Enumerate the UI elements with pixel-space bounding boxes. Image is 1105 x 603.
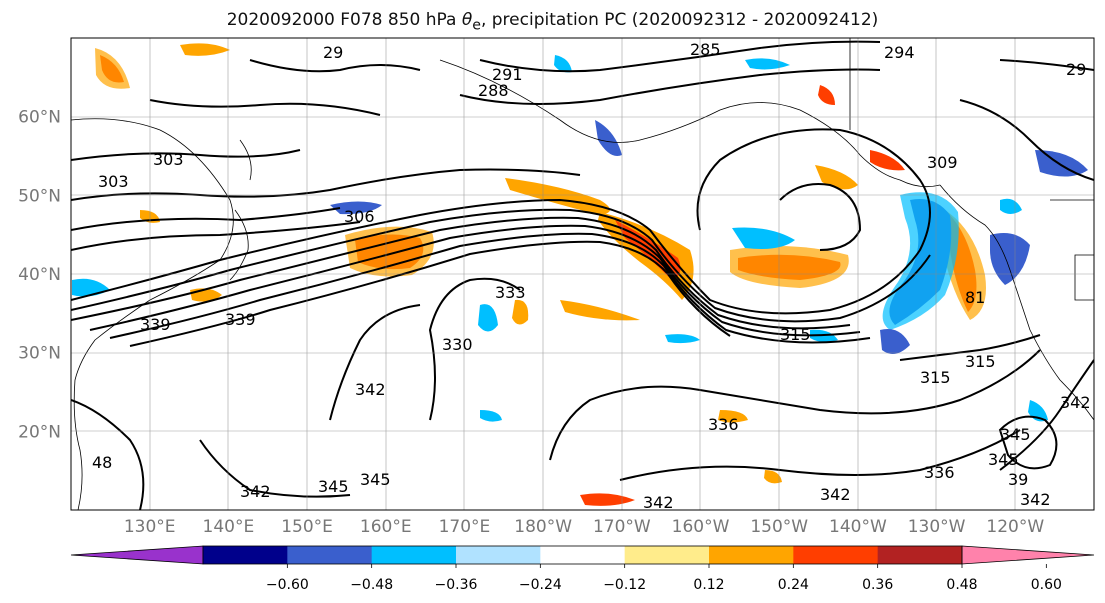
contour-label: 345 [360, 470, 391, 489]
colorbar-border [202, 545, 963, 565]
contour-label: 81 [965, 288, 985, 307]
latitude-label: 20°N [18, 422, 61, 442]
contour-label: 48 [92, 453, 112, 472]
colorbar-tick-label: 0.48 [946, 577, 977, 593]
contour-label: 315 [965, 352, 996, 371]
longitude-label: 140°E [203, 517, 255, 537]
contour-label: 288 [478, 81, 509, 100]
contour-label: 333 [495, 283, 526, 302]
map-plot-area: 29 285 291 288 294 29 303 303 306 309 31… [71, 38, 1094, 512]
colorbar-tick-label: 0.24 [778, 577, 809, 593]
latitude-label: 60°N [18, 108, 61, 128]
latitude-labels: 60°N 50°N 40°N 30°N 20°N [18, 108, 61, 443]
colorbar-tick-label: −0.12 [603, 577, 646, 593]
contour-label: 345 [318, 477, 349, 496]
contour-label: 285 [690, 40, 721, 59]
colorbar-tick-label: 0.12 [693, 577, 724, 593]
map-frame [70, 37, 1095, 511]
contour-label: 315 [780, 325, 811, 344]
colorbar-segment [203, 546, 288, 564]
contour-label: 342 [1060, 393, 1091, 412]
longitude-label: 140°W [829, 517, 887, 537]
contour-label: 339 [225, 310, 256, 329]
colorbar-tick-label: −0.60 [266, 577, 309, 593]
contour-label: 342 [1020, 490, 1051, 509]
contour-label: 336 [924, 463, 955, 482]
latitude-label: 50°N [18, 186, 61, 206]
longitude-label: 160°W [672, 517, 730, 537]
contour-label: 345 [1000, 425, 1031, 444]
longitude-label: 130°E [124, 517, 176, 537]
coastlines [71, 38, 1094, 510]
colorbar-segment [371, 546, 457, 564]
longitude-labels: 130°E 140°E 150°E 160°E 170°E 180°W 170°W 160°W… [124, 517, 1045, 537]
contour-label: 39 [1008, 470, 1028, 489]
longitude-label: 170°E [439, 517, 491, 537]
longitude-label: 180°W [514, 517, 572, 537]
contour-label: 342 [643, 493, 674, 512]
colorbar-tick-label: −0.24 [519, 577, 562, 593]
longitude-label: 130°W [908, 517, 966, 537]
contour-label: 29 [1066, 60, 1086, 79]
contour-label: 29 [323, 43, 343, 62]
contour-label: 315 [920, 368, 951, 387]
longitude-label: 150°E [281, 517, 333, 537]
colorbar-segment [793, 546, 879, 564]
colorbar-tick-label: 0.36 [862, 577, 893, 593]
contour-label: 330 [442, 335, 473, 354]
colorbar-tick-label: 0.60 [1031, 577, 1062, 593]
contour-label: 309 [927, 153, 958, 172]
longitude-label: 150°W [750, 517, 808, 537]
longitude-label: 160°E [360, 517, 412, 537]
colorbar-tick-label: −0.48 [350, 577, 393, 593]
longitude-label: 170°W [593, 517, 651, 537]
map-title: 2020092000 F078 850 hPa θe, precipitatio… [226, 10, 879, 34]
precip-shading [72, 43, 1088, 506]
colorbar-segment [456, 546, 541, 564]
colorbar [70, 545, 1095, 565]
gridlines [71, 38, 1094, 510]
contour-label: 336 [708, 415, 739, 434]
latitude-label: 30°N [18, 344, 61, 364]
colorbar-segment [540, 546, 626, 564]
colorbar-segment [877, 546, 963, 564]
contour-label: 306 [344, 207, 375, 226]
colorbar-ticks: −0.60 −0.48 −0.36 −0.24 −0.12 0.12 0.24 0.36 0.4… [266, 564, 1062, 593]
colorbar-segment [624, 546, 710, 564]
contour-label: 291 [492, 65, 523, 84]
contour-label: 339 [140, 315, 171, 334]
contour-label: 294 [884, 43, 915, 62]
longitude-label: 120°W [986, 517, 1044, 537]
contour-label: 342 [355, 380, 386, 399]
contour-label: 303 [153, 150, 184, 169]
colorbar-extension-low [70, 545, 204, 565]
contour-label: 345 [988, 450, 1019, 469]
contour-labels: 29 285 291 288 294 29 303 303 306 309 31… [92, 40, 1091, 512]
colorbar-segment [709, 546, 794, 564]
colorbar-segment [287, 546, 373, 564]
contour-label: 342 [240, 482, 271, 501]
colorbar-extension-high [961, 545, 1095, 565]
latitude-label: 40°N [18, 265, 61, 285]
contour-label: 342 [820, 485, 851, 504]
contour-label: 303 [98, 172, 129, 191]
colorbar-tick-label: −0.36 [435, 577, 478, 593]
